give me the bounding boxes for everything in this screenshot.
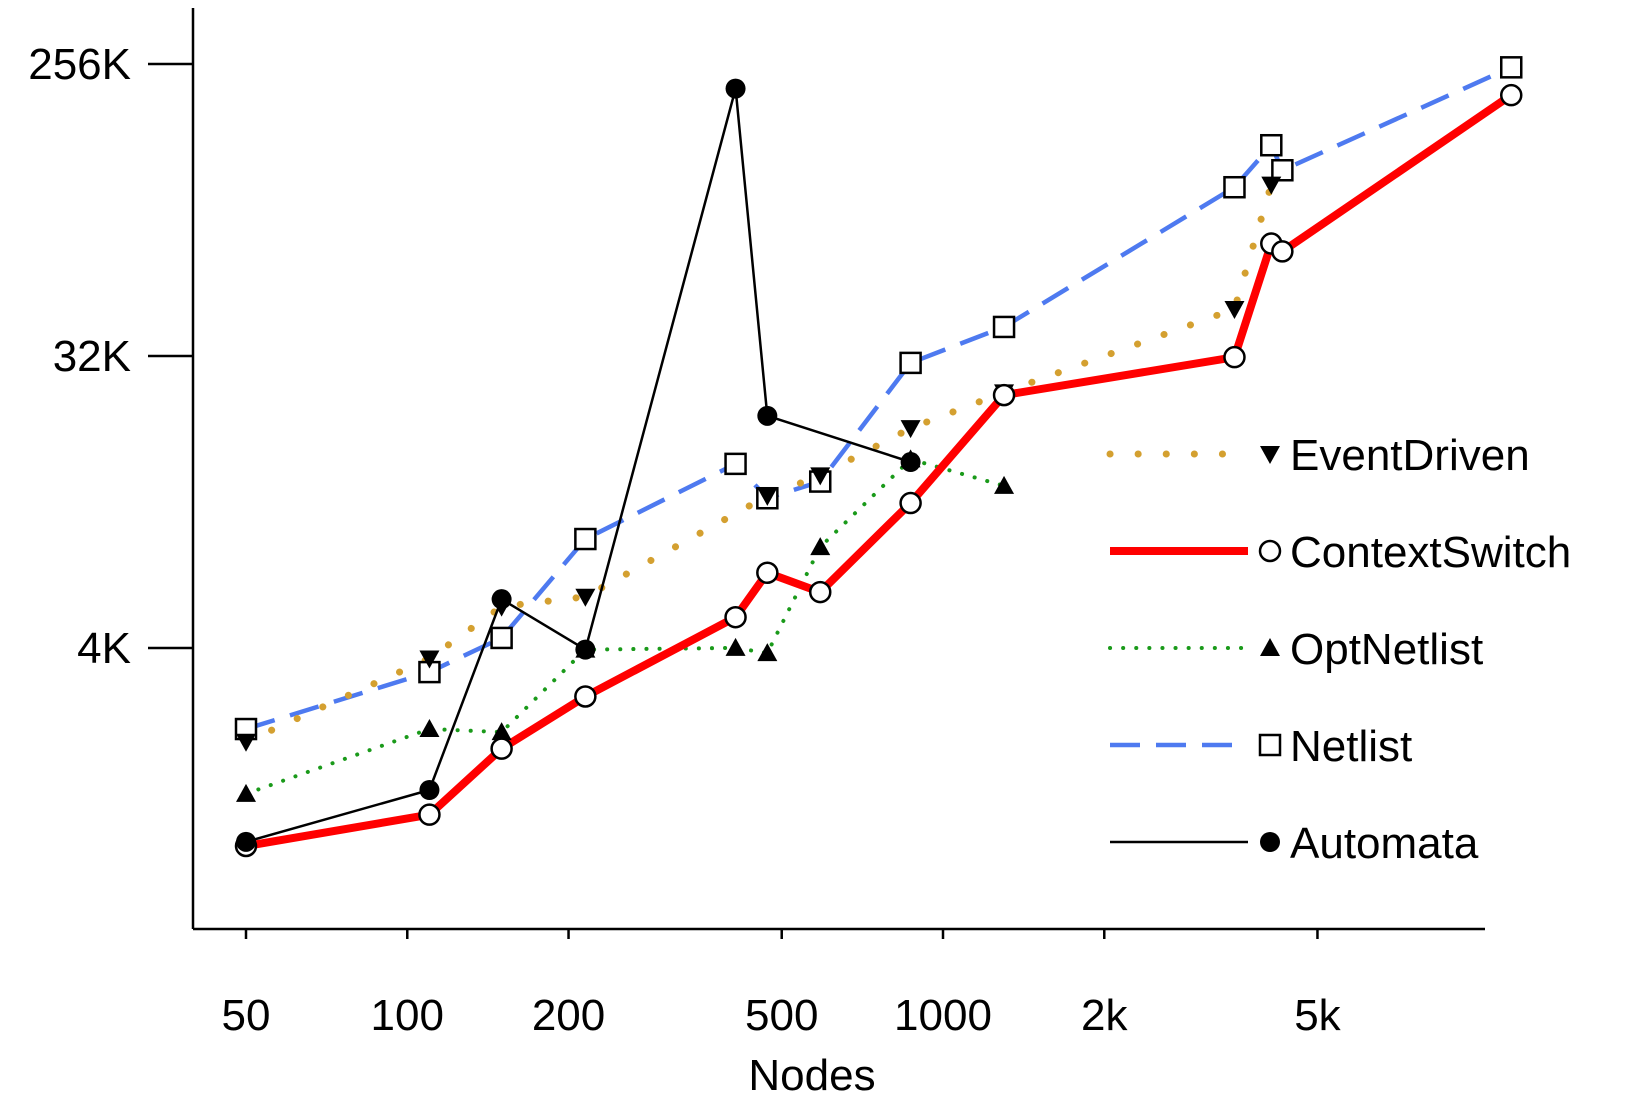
legend-marker-eventdriven	[1260, 446, 1280, 464]
point-eventdriven	[1261, 176, 1282, 195]
point-netlist	[724, 452, 747, 476]
axes: 50 100 200 500 1000 2k 5k 4K 32K 256K	[28, 8, 1485, 1040]
point-eventdriven	[236, 733, 256, 752]
point-eventdriven	[575, 588, 596, 607]
x-tick-label: 200	[532, 991, 605, 1040]
point-optnetlist	[994, 475, 1015, 494]
legend-marker-optnetlist	[1260, 638, 1280, 656]
point-automata	[491, 589, 512, 610]
x-tick-label: 5k	[1294, 991, 1341, 1040]
point-contextswitch	[574, 685, 597, 708]
legend-label-eventdriven: EventDriven	[1290, 431, 1530, 480]
point-contextswitch	[418, 803, 441, 826]
x-tick-label: 50	[222, 991, 271, 1040]
point-eventdriven	[900, 420, 921, 439]
point-automata	[575, 639, 596, 660]
point-contextswitch	[756, 561, 779, 584]
point-eventdriven	[757, 487, 778, 506]
point-automata	[725, 78, 746, 99]
point-netlist	[1499, 56, 1523, 79]
series-line-eventdriven	[242, 181, 1275, 746]
point-optnetlist	[810, 537, 831, 556]
point-contextswitch	[1271, 240, 1294, 263]
legend-marker-automata	[1260, 832, 1280, 852]
legend-label-netlist: Netlist	[1290, 722, 1412, 771]
point-eventdriven	[419, 650, 440, 669]
legend-label-contextswitch: ContextSwitch	[1290, 528, 1571, 577]
point-automata	[236, 831, 256, 852]
x-axis-title: Nodes	[748, 1051, 875, 1099]
point-automata	[419, 779, 440, 800]
point-contextswitch	[1223, 345, 1246, 369]
point-automata	[757, 405, 778, 426]
point-optnetlist	[491, 722, 512, 741]
legend-label-automata: Automata	[1290, 819, 1479, 868]
legend: EventDriven ContextSwitch OptNetlist Netlis…	[1106, 431, 1571, 868]
point-netlist	[490, 626, 513, 650]
x-tick-label: 500	[745, 991, 818, 1040]
point-optnetlist	[725, 637, 746, 656]
point-contextswitch	[899, 491, 922, 515]
point-netlist	[1271, 159, 1294, 182]
point-contextswitch	[1499, 83, 1523, 107]
point-contextswitch	[724, 605, 747, 629]
point-optnetlist	[419, 719, 440, 738]
point-eventdriven	[1224, 300, 1245, 319]
x-tick-label: 100	[371, 991, 444, 1040]
series-line-optnetlist	[244, 457, 1006, 796]
y-tick-label: 32K	[53, 332, 131, 381]
y-tick-label: 4K	[77, 624, 131, 673]
point-optnetlist	[236, 783, 256, 802]
legend-marker-contextswitch	[1258, 539, 1282, 563]
point-contextswitch	[992, 383, 1016, 407]
legend-marker-netlist	[1258, 733, 1282, 757]
legend-label-optnetlist: OptNetlist	[1290, 625, 1483, 674]
x-tick-label: 2k	[1081, 991, 1128, 1040]
point-contextswitch	[490, 737, 513, 760]
y-tick-label: 256K	[28, 40, 131, 89]
point-netlist	[899, 351, 922, 375]
point-eventdriven	[810, 467, 831, 486]
point-netlist	[1223, 175, 1246, 199]
point-netlist	[992, 315, 1016, 339]
x-tick-label: 1000	[894, 991, 992, 1040]
series-markers	[234, 56, 1523, 858]
series-line-automata	[245, 87, 911, 844]
point-netlist	[574, 527, 597, 551]
point-automata	[900, 452, 921, 473]
point-netlist	[1260, 133, 1283, 157]
point-optnetlist	[757, 643, 778, 662]
point-contextswitch	[808, 580, 832, 604]
